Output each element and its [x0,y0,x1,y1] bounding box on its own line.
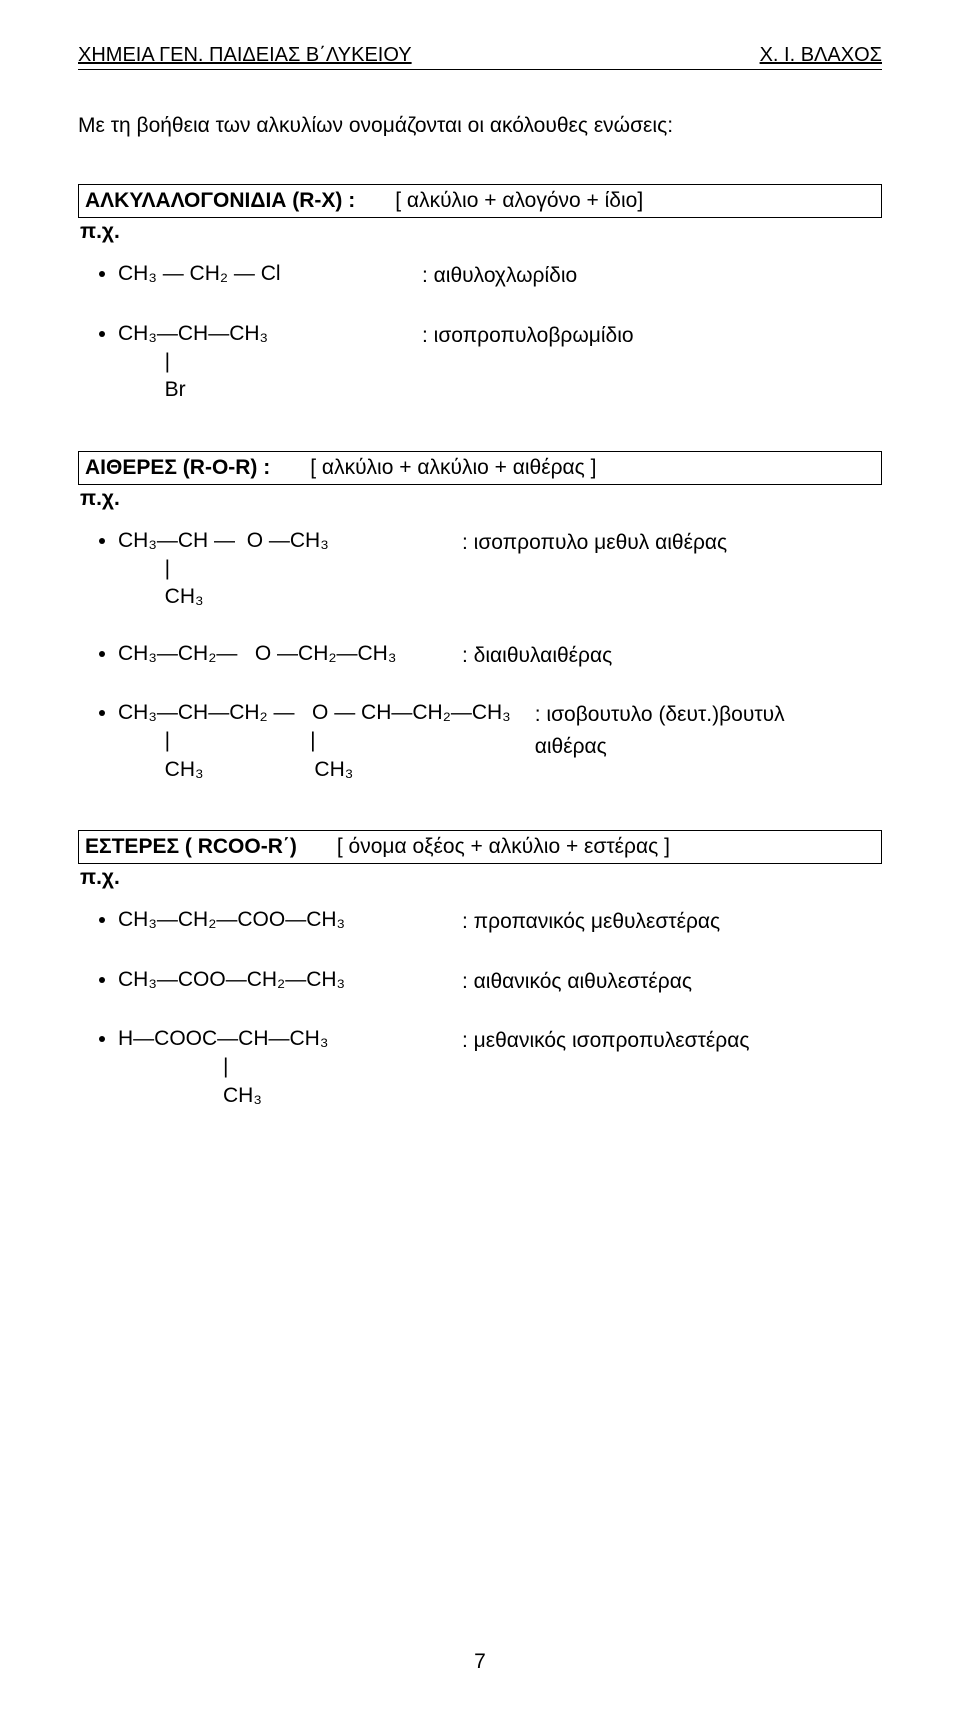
page: ΧΗΜΕΙΑ ΓΕΝ. ΠΑΙΔΕΙΑΣ Β΄ΛΥΚΕΙΟΥ Χ. Ι. ΒΛΑ… [0,0,960,1714]
section-title: ΑΙΘΕΡΕΣ (R-O-R) : [85,456,270,480]
compound-name: : διαιθυλαιθέρας [462,640,612,672]
example-label: π.χ. [80,866,882,890]
section-pattern: [ αλκύλιο + αλκύλιο + αιθέρας ] [310,456,596,480]
page-header: ΧΗΜΕΙΑ ΓΕΝ. ΠΑΙΔΕΙΑΣ Β΄ΛΥΚΕΙΟΥ Χ. Ι. ΒΛΑ… [78,44,882,70]
item-row: CH₃―COO―CH₂―CH₃ : αιθανικός αιθυλεστέρας [118,966,882,998]
section-title-row: ΑΛΚΥΛΑΛΟΓΟΝΙΔΙΑ (R-X) : [ αλκύλιο + αλογό… [78,184,882,218]
item-row: CH₃―CH―CH₃ | Br : ισοπροπυλοβρωμίδιο [118,320,882,405]
chemical-formula: CH₃―CH ― O ―CH₃ | CH₃ [118,527,438,612]
chemical-formula: CH₃―CH―CH₂ ― O ― CH―CH₂―CH₃ | | CH₃ CH₃ [118,699,511,784]
chemical-formula: CH₃―CH₂―COO―CH₃ [118,906,438,934]
example-label: π.χ. [80,487,882,511]
item-list: CH₃―CH₂―COO―CH₃ : προπανικός μεθυλεστέρας… [78,904,882,1110]
chemical-formula: CH₃ ― CH₂ ― Cl [118,260,398,288]
chemical-formula: CH₃―CH―CH₃ | Br [118,320,398,405]
list-item: CH₃―CH―CH₃ | Br : ισοπροπυλοβρωμίδιο [118,318,882,405]
header-left: ΧΗΜΕΙΑ ΓΕΝ. ΠΑΙΔΕΙΑΣ Β΄ΛΥΚΕΙΟΥ [78,44,412,67]
section-title: ΕΣΤΕΡΕΣ ( RCOO-R΄) [85,835,297,859]
section-pattern: [ αλκύλιο + αλογόνο + ίδιο] [395,189,643,213]
section-title-row: ΑΙΘΕΡΕΣ (R-O-R) : [ αλκύλιο + αλκύλιο + α… [78,451,882,485]
list-item: H―COOC―CH―CH₃ | CH₃ : μεθανικός ισοπροπυλ… [118,1023,882,1110]
compound-name: : μεθανικός ισοπροπυλεστέρας [462,1025,749,1057]
page-number: 7 [0,1650,960,1674]
header-right: Χ. Ι. ΒΛΑΧΟΣ [760,44,882,67]
section-pattern: [ όνομα οξέος + αλκύλιο + εστέρας ] [337,835,670,859]
list-item: CH₃―CH₂―COO―CH₃ : προπανικός μεθυλεστέρας [118,904,882,938]
item-row: CH₃―CH ― O ―CH₃ | CH₃ : ισοπροπυλο μεθυλ … [118,527,882,612]
section-title: ΑΛΚΥΛΑΛΟΓΟΝΙΔΙΑ (R-X) : [85,189,355,213]
item-list: CH₃ ― CH₂ ― Cl : αιθυλοχλωρίδιο CH₃―CH―CH₃… [78,258,882,405]
compound-name: : αιθανικός αιθυλεστέρας [462,966,692,998]
list-item: CH₃―CH―CH₂ ― O ― CH―CH₂―CH₃ | | CH₃ CH₃:… [118,697,882,784]
sections-container: ΑΛΚΥΛΑΛΟΓΟΝΙΔΙΑ (R-X) : [ αλκύλιο + αλογό… [78,184,882,1110]
chemical-formula: CH₃―CH₂― O ―CH₂―CH₃ [118,640,438,668]
list-item: CH₃―CH ― O ―CH₃ | CH₃ : ισοπροπυλο μεθυλ … [118,525,882,612]
list-item: CH₃ ― CH₂ ― Cl : αιθυλοχλωρίδιο [118,258,882,292]
chemical-formula: CH₃―COO―CH₂―CH₃ [118,966,438,994]
item-row: CH₃ ― CH₂ ― Cl : αιθυλοχλωρίδιο [118,260,882,292]
item-row: CH₃―CH―CH₂ ― O ― CH―CH₂―CH₃ | | CH₃ CH₃:… [118,699,882,784]
item-list: CH₃―CH ― O ―CH₃ | CH₃ : ισοπροπυλο μεθυλ … [78,525,882,785]
list-item: CH₃―CH₂― O ―CH₂―CH₃ : διαιθυλαιθέρας [118,638,882,672]
intro-text: Με τη βοήθεια των αλκυλίων ονομάζονται ο… [78,114,882,138]
item-row: CH₃―CH₂―COO―CH₃ : προπανικός μεθυλεστέρας [118,906,882,938]
item-row: H―COOC―CH―CH₃ | CH₃ : μεθανικός ισοπροπυλ… [118,1025,882,1110]
list-item: CH₃―COO―CH₂―CH₃ : αιθανικός αιθυλεστέρας [118,964,882,998]
example-label: π.χ. [80,220,882,244]
compound-name: : αιθυλοχλωρίδιο [422,260,577,292]
section-title-row: ΕΣΤΕΡΕΣ ( RCOO-R΄) [ όνομα οξέος + αλκύλι… [78,830,882,864]
compound-name: : ισοπροπυλοβρωμίδιο [422,320,634,352]
compound-name: : προπανικός μεθυλεστέρας [462,906,720,938]
compound-name: : ισοπροπυλο μεθυλ αιθέρας [462,527,727,559]
chemical-formula: H―COOC―CH―CH₃ | CH₃ [118,1025,438,1110]
item-row: CH₃―CH₂― O ―CH₂―CH₃ : διαιθυλαιθέρας [118,640,882,672]
compound-name: : ισοβουτυλο (δευτ.)βουτυλ αιθέρας [535,699,785,762]
